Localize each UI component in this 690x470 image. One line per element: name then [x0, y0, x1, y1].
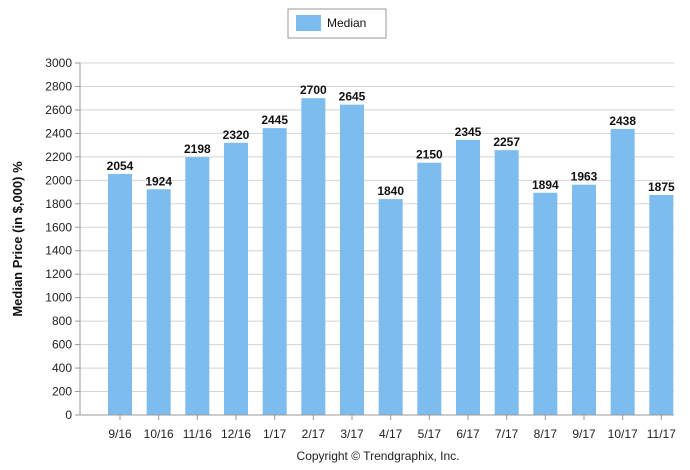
- x-tick-label: 9/17: [572, 427, 596, 441]
- data-label: 2320: [223, 128, 250, 142]
- data-label: 2438: [609, 114, 636, 128]
- y-tick-label: 2800: [45, 79, 72, 93]
- y-tick-label: 0: [65, 408, 72, 422]
- x-tick-label: 2/17: [302, 427, 326, 441]
- data-label: 1894: [532, 178, 559, 192]
- x-tick-label: 7/17: [495, 427, 519, 441]
- bar: [108, 173, 132, 415]
- data-labels: 2054 1924 2198 2320 2445 2700 2645 1840 2150 2345…: [107, 83, 675, 198]
- y-tick-label: 3000: [45, 56, 72, 70]
- y-tick-label: 1600: [45, 220, 72, 234]
- x-tick-label: 9/16: [108, 427, 132, 441]
- data-label: 2345: [455, 125, 482, 139]
- legend-swatch: [296, 15, 321, 31]
- data-label: 2700: [300, 83, 327, 97]
- y-axis-title: Median Price (in $,000) %: [10, 161, 25, 317]
- x-tick-label: 10/16: [144, 427, 174, 441]
- data-label: 1875: [648, 180, 675, 194]
- data-label: 2445: [261, 113, 288, 127]
- legend: Median: [287, 8, 387, 39]
- y-axis-ticks: 0 200 400 600 800 1000 1200 1400 1600 1800 2000 220…: [45, 56, 80, 422]
- bar: [301, 98, 326, 415]
- copyright-text: Copyright © Trendgraphix, Inc.: [297, 449, 460, 463]
- x-axis-ticks: 9/16 10/16 11/16 12/16 1/17 2/17 3/17 4/17 5/17 6…: [108, 415, 676, 441]
- x-tick-label: 11/16: [183, 427, 212, 441]
- bar: [340, 104, 364, 416]
- y-tick-label: 600: [52, 338, 72, 352]
- bar: [494, 150, 519, 416]
- bar: [610, 128, 635, 415]
- y-tick-label: 1200: [45, 267, 72, 281]
- bars: [108, 98, 674, 416]
- data-label: 2257: [493, 135, 520, 149]
- y-tick-label: 1800: [45, 197, 72, 211]
- y-tick-label: 2600: [45, 103, 72, 117]
- data-label: 1924: [145, 174, 172, 188]
- bar: [533, 192, 558, 415]
- y-tick-label: 2400: [45, 126, 72, 140]
- y-tick-label: 800: [52, 314, 72, 328]
- y-tick-label: 1000: [45, 291, 72, 305]
- bar: [572, 184, 596, 415]
- x-tick-label: 5/17: [418, 427, 442, 441]
- bar: [378, 199, 403, 415]
- data-label: 2198: [184, 142, 211, 156]
- x-tick-label: 11/17: [647, 427, 676, 441]
- bar: [185, 157, 210, 416]
- y-tick-label: 400: [52, 361, 72, 375]
- x-tick-label: 3/17: [340, 427, 364, 441]
- data-label: 2645: [339, 90, 366, 104]
- bar: [146, 189, 171, 415]
- y-tick-label: 1400: [45, 244, 72, 258]
- data-label: 2054: [107, 159, 134, 173]
- data-label: 1963: [571, 170, 598, 184]
- data-label: 1840: [377, 184, 404, 198]
- x-tick-label: 1/17: [263, 427, 287, 441]
- legend-label-median: Median: [327, 16, 366, 30]
- bar: [456, 139, 480, 415]
- x-tick-label: 12/16: [221, 427, 251, 441]
- bar: [224, 142, 248, 415]
- y-tick-label: 2200: [45, 150, 72, 164]
- x-tick-label: 4/17: [379, 427, 403, 441]
- x-tick-label: 6/17: [456, 427, 480, 441]
- bar: [417, 162, 442, 415]
- x-tick-label: 10/17: [608, 427, 638, 441]
- bar: [649, 195, 674, 415]
- data-label: 2150: [416, 148, 443, 162]
- x-tick-label: 8/17: [534, 427, 558, 441]
- y-tick-label: 200: [52, 385, 72, 399]
- y-tick-label: 2000: [45, 173, 72, 187]
- bar: [262, 128, 287, 415]
